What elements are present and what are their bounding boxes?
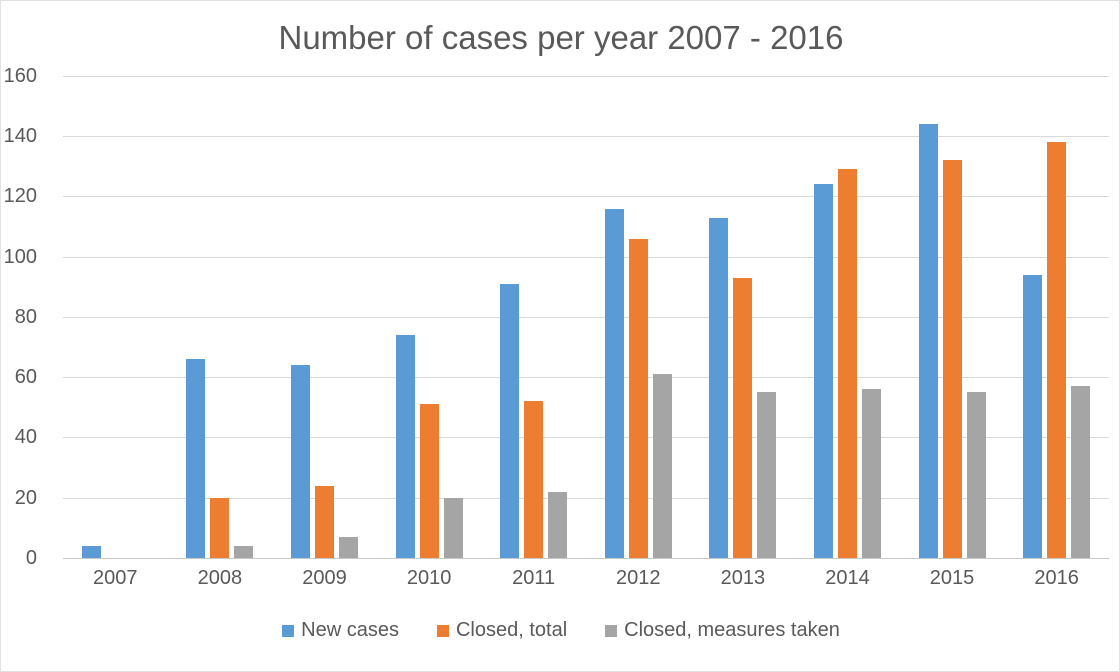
legend-swatch-icon	[605, 624, 618, 637]
bar-new-cases-2012	[604, 209, 624, 558]
bar-group-2007	[63, 76, 168, 558]
y-tick-label-20: 20	[14, 487, 37, 509]
bar-new-cases-2010	[395, 335, 415, 558]
bar-closed-total-2014	[837, 169, 857, 558]
gridline-140	[63, 136, 1109, 137]
bar-groups	[63, 76, 1109, 558]
bar-closed-measures-taken-2016	[1071, 386, 1091, 558]
legend: New cases Closed, total Closed, measures t…	[1, 619, 1119, 642]
gridline-120	[63, 196, 1109, 197]
bar-closed-total-2011	[524, 401, 544, 558]
legend-item-closed-total: Closed, total	[436, 619, 568, 642]
y-tick-label-40: 40	[14, 426, 37, 448]
gridline-60	[63, 377, 1109, 378]
legend-label: New cases	[301, 619, 399, 641]
bar-new-cases-2014	[813, 184, 833, 558]
gridline-80	[63, 317, 1109, 318]
bar-closed-measures-taken-2012	[652, 374, 672, 558]
bar-new-cases-2011	[500, 284, 520, 558]
bar-closed-total-2013	[733, 278, 753, 558]
bar-closed-measures-taken-2008	[234, 546, 254, 558]
gridline-0	[63, 558, 1109, 559]
legend-item-new-cases: New cases	[282, 619, 399, 642]
bar-closed-total-2010	[419, 404, 439, 558]
y-tick-label-120: 120	[3, 185, 37, 207]
bar-group-2011	[481, 76, 586, 558]
y-tick-label-100: 100	[3, 246, 37, 268]
legend-swatch-icon	[282, 624, 295, 637]
bar-group-2008	[168, 76, 273, 558]
bar-group-2012	[586, 76, 691, 558]
x-tick-label-2009: 2009	[302, 567, 347, 589]
bar-closed-total-2015	[942, 160, 962, 558]
x-axis-labels: 2007 2008 2009 2010 2011 2012 2013 2014 2015 2016	[63, 567, 1109, 590]
legend-swatch-icon	[436, 624, 449, 637]
gridline-40	[63, 437, 1109, 438]
x-tick-label-2013: 2013	[720, 567, 766, 589]
bar-closed-measures-taken-2010	[443, 498, 463, 558]
legend-label: Closed, total	[455, 619, 568, 641]
gridline-100	[63, 257, 1109, 258]
x-tick-label-2015: 2015	[929, 567, 975, 589]
bar-group-2015	[900, 76, 1005, 558]
bar-new-cases-2016	[1023, 275, 1043, 558]
bar-closed-total-2009	[314, 486, 334, 558]
bar-group-2009	[272, 76, 377, 558]
x-tick-label-2008: 2008	[197, 567, 243, 589]
bar-group-2010	[377, 76, 482, 558]
y-tick-label-80: 80	[14, 306, 37, 328]
x-tick-label-2016: 2016	[1034, 567, 1079, 589]
bar-group-2016	[1004, 76, 1109, 558]
x-tick-label-2014: 2014	[825, 567, 870, 589]
gridline-20	[63, 498, 1109, 499]
bar-closed-total-2016	[1047, 142, 1067, 558]
bar-new-cases-2007	[81, 546, 101, 558]
x-tick-label-2012: 2012	[616, 567, 661, 589]
bar-group-2013	[691, 76, 796, 558]
bar-closed-total-2008	[210, 498, 230, 558]
legend-item-closed-measures-taken: Closed, measures taken	[605, 619, 840, 642]
chart-title: Number of cases per year 2007 - 2016	[278, 19, 844, 56]
bar-new-cases-2008	[186, 359, 206, 558]
bar-closed-measures-taken-2009	[338, 537, 358, 558]
y-tick-label-0: 0	[25, 547, 37, 569]
gridline-160	[63, 76, 1109, 77]
legend-label: Closed, measures taken	[624, 619, 840, 641]
bar-closed-measures-taken-2014	[861, 389, 881, 558]
bar-closed-measures-taken-2015	[966, 392, 986, 558]
y-tick-label-160: 160	[3, 65, 37, 87]
bar-group-2014	[795, 76, 900, 558]
bar-new-cases-2015	[918, 124, 938, 558]
plot-area: 160 140 120 100 80 60 40 20 0	[4, 66, 1109, 568]
bar-new-cases-2009	[290, 365, 310, 558]
x-tick-label-2007: 2007	[93, 567, 138, 589]
x-tick-label-2011: 2011	[512, 567, 556, 589]
x-tick-label-2010: 2010	[406, 567, 452, 589]
bar-new-cases-2013	[709, 218, 729, 558]
bar-closed-measures-taken-2011	[548, 492, 568, 558]
bar-closed-total-2012	[628, 239, 648, 558]
y-tick-label-60: 60	[14, 366, 37, 388]
y-tick-label-140: 140	[3, 125, 37, 147]
bar-closed-measures-taken-2013	[757, 392, 777, 558]
